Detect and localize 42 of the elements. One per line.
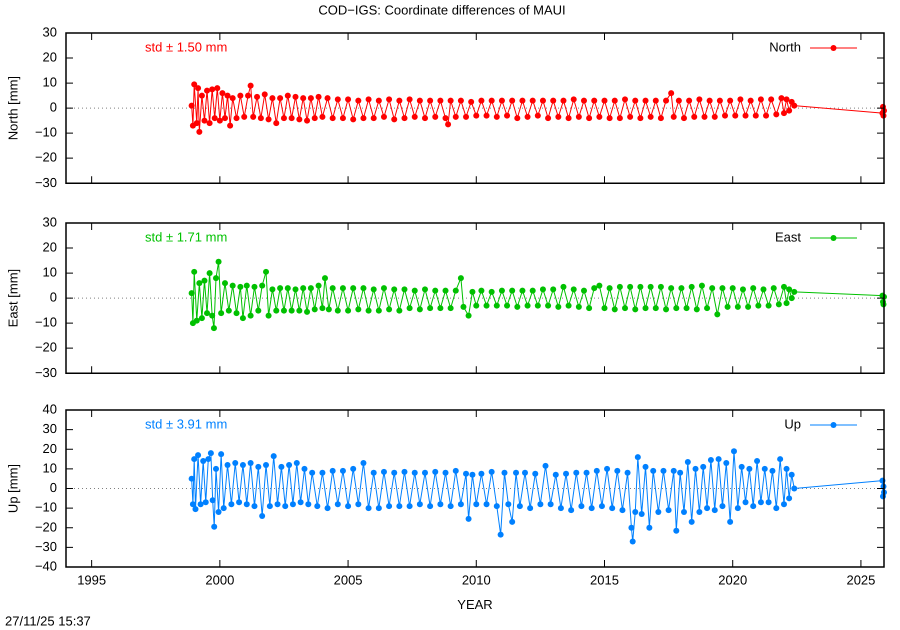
y-tick-label: 40 xyxy=(42,402,57,417)
y-tick-label: −30 xyxy=(34,364,57,380)
y-tick-label: −20 xyxy=(34,340,57,355)
text: 27/11/25 15:37 xyxy=(5,614,91,629)
y-tick-label: −30 xyxy=(34,174,57,190)
x-tick-label: 2005 xyxy=(334,572,363,588)
legend-label: Up xyxy=(784,416,801,432)
y-tick-label: 30 xyxy=(42,24,57,40)
annotation: std ± 1.50 mm xyxy=(145,40,228,55)
y-tick-label: 20 xyxy=(42,240,57,255)
annotation: std ± 3.91 mm xyxy=(145,416,228,432)
x-tick-label: 2000 xyxy=(205,572,234,588)
annotation: std ± 1.71 mm xyxy=(145,230,228,245)
y-tick-label: 0 xyxy=(50,290,57,305)
y-tick-label: 10 xyxy=(42,460,57,476)
chart-title: COD−IGS: Coordinate differences of MAUI xyxy=(318,2,566,18)
x-tick-label: 2015 xyxy=(590,572,619,588)
y-tick-label: 10 xyxy=(42,264,57,280)
y-tick-label: 30 xyxy=(42,421,57,436)
x-tick-label: 1995 xyxy=(77,572,106,588)
y-tick-label: −10 xyxy=(34,124,57,140)
y-tick-label: −20 xyxy=(34,150,57,165)
y-tick-label: 10 xyxy=(42,74,57,90)
y-axis-title: East [mm] xyxy=(5,268,20,328)
y-tick-label: −10 xyxy=(34,314,57,330)
y-tick-label: 20 xyxy=(42,50,57,65)
legend-label: North xyxy=(769,40,801,55)
y-tick-label: −10 xyxy=(34,500,57,515)
y-tick-label: 20 xyxy=(42,440,57,456)
legend-label: East xyxy=(774,230,802,245)
y-axis-title: North [mm] xyxy=(5,76,20,140)
y-axis-title: Up [mm] xyxy=(5,464,20,514)
y-tick-label: 0 xyxy=(50,100,57,115)
y-tick-label: −40 xyxy=(34,558,57,574)
x-tick-label: 2025 xyxy=(846,572,876,588)
x-tick-label: 2020 xyxy=(718,572,748,588)
y-tick-label: −20 xyxy=(34,519,57,534)
x-tick-label: 2010 xyxy=(462,572,491,588)
y-tick-label: 30 xyxy=(42,214,57,230)
x-axis-title: YEAR xyxy=(457,596,493,612)
y-tick-label: −30 xyxy=(34,538,57,554)
y-tick-label: 0 xyxy=(50,480,57,496)
